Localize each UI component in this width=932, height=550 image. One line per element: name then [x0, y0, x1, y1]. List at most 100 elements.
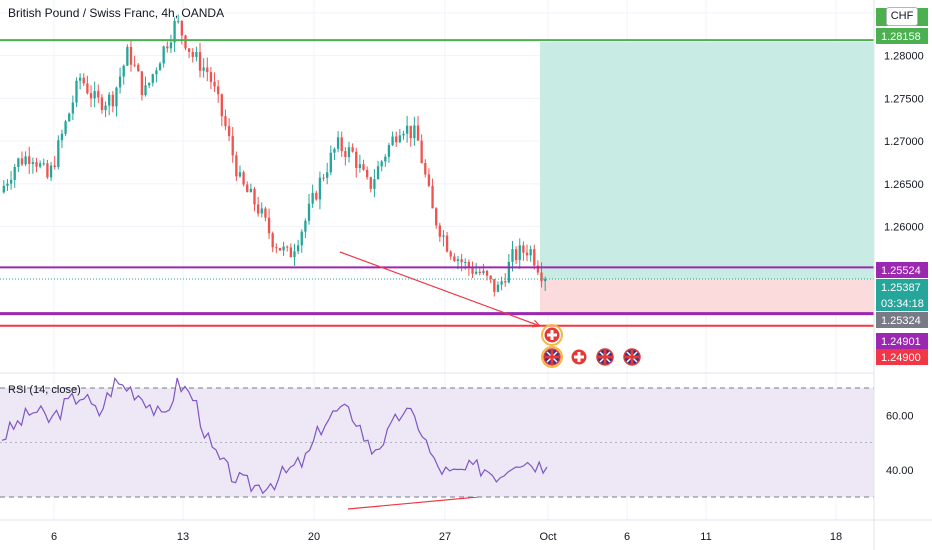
time-axis-label[interactable]: 11: [700, 531, 711, 543]
candle: [496, 284, 500, 292]
time-axis-label[interactable]: 20: [308, 531, 320, 543]
candle: [536, 265, 540, 273]
candle: [53, 165, 56, 167]
candle: [402, 133, 405, 136]
candle: [304, 220, 307, 232]
candle: [82, 77, 85, 84]
candle: [540, 272, 543, 282]
candle: [144, 85, 147, 96]
candle: [227, 126, 231, 137]
candle: [100, 97, 104, 111]
time-axis-label[interactable]: 6: [51, 531, 57, 543]
flag-uk-icon[interactable]: [623, 348, 641, 366]
candle: [282, 246, 285, 251]
time-axis-label[interactable]: 13: [177, 531, 189, 543]
currency-badge[interactable]: CHF: [886, 7, 918, 26]
rsi-axis-label[interactable]: 40.00: [886, 465, 914, 477]
candle: [275, 247, 278, 249]
candle: [507, 261, 511, 283]
candle: [533, 249, 536, 266]
candle: [271, 233, 274, 248]
flag-uk-icon[interactable]: [596, 348, 614, 366]
price-axis-label[interactable]: 1.28000: [884, 51, 924, 63]
candle: [289, 247, 293, 258]
price-tag-label: 1.25524: [881, 265, 921, 277]
take-profit-zone[interactable]: [540, 42, 874, 280]
price-tag-label: 1.25324: [881, 315, 921, 327]
candle: [75, 80, 78, 103]
flag-switzerland-icon[interactable]: [570, 348, 588, 366]
chart-title[interactable]: British Pound / Swiss Franc, 4h, OANDA: [8, 6, 225, 20]
price-axis-label[interactable]: 1.26000: [884, 222, 924, 234]
price-divergence-arrow[interactable]: [339, 251, 542, 328]
candle: [133, 64, 136, 66]
candle: [140, 71, 144, 96]
candle: [180, 20, 184, 36]
candle: [151, 74, 154, 83]
candle: [235, 155, 238, 177]
candle: [471, 267, 474, 274]
candle: [206, 67, 209, 73]
candle: [387, 145, 391, 157]
candle: [2, 185, 5, 193]
rsi-indicator-title[interactable]: RSI (14, close): [8, 384, 81, 396]
candle: [86, 83, 89, 94]
candle: [391, 136, 394, 146]
candle: [111, 94, 114, 107]
rsi-axis[interactable]: 60.00 40.00: [886, 410, 914, 477]
candle: [478, 271, 481, 274]
candle: [28, 156, 31, 164]
candle: [191, 51, 194, 57]
candle: [158, 63, 162, 71]
candle: [220, 94, 223, 117]
price-axis-label[interactable]: 1.27500: [884, 93, 924, 105]
candle: [416, 125, 420, 141]
price-axis-label[interactable]: 1.26500: [884, 179, 924, 191]
candle: [118, 76, 122, 88]
time-axis-label[interactable]: Oct: [539, 531, 556, 543]
price-tag: [876, 295, 928, 311]
time-axis-label[interactable]: 6: [624, 531, 630, 543]
candle: [57, 140, 60, 167]
time-axis-label[interactable]: 27: [439, 531, 451, 543]
candle: [213, 81, 216, 87]
candle: [13, 166, 16, 180]
candle: [187, 48, 191, 52]
price-tag: [876, 333, 928, 349]
candle: [355, 151, 358, 168]
candle: [173, 20, 176, 43]
candle: [504, 281, 507, 283]
candle: [482, 270, 485, 274]
price-axis-label[interactable]: 1.27000: [884, 136, 924, 148]
candle: [351, 147, 354, 152]
candle: [522, 245, 525, 253]
candle: [315, 192, 318, 200]
candle: [93, 91, 96, 99]
candle: [311, 192, 314, 204]
candle: [17, 158, 20, 167]
candle: [460, 259, 463, 263]
candle: [296, 245, 300, 252]
candle: [336, 137, 340, 149]
time-axis[interactable]: 6 13 20 27 Oct 6 11 18: [51, 531, 842, 543]
flag-uk-icon[interactable]: [541, 346, 563, 368]
candle: [35, 162, 38, 167]
candle: [373, 179, 376, 189]
flag-switzerland-icon[interactable]: [541, 324, 563, 346]
candle: [242, 172, 245, 185]
candle: [529, 249, 532, 256]
candle: [60, 133, 64, 141]
candle: [224, 116, 227, 127]
stop-loss-zone[interactable]: [540, 279, 874, 313]
candle: [42, 163, 45, 165]
candle: [264, 208, 267, 218]
time-axis-label[interactable]: 18: [830, 531, 842, 543]
price-tag: [876, 28, 928, 44]
rsi-axis-label[interactable]: 60.00: [886, 410, 914, 422]
candle: [395, 136, 398, 143]
price-tag: [876, 279, 928, 295]
flag-cross: [547, 333, 557, 337]
candle: [340, 137, 343, 152]
candle: [278, 248, 282, 251]
